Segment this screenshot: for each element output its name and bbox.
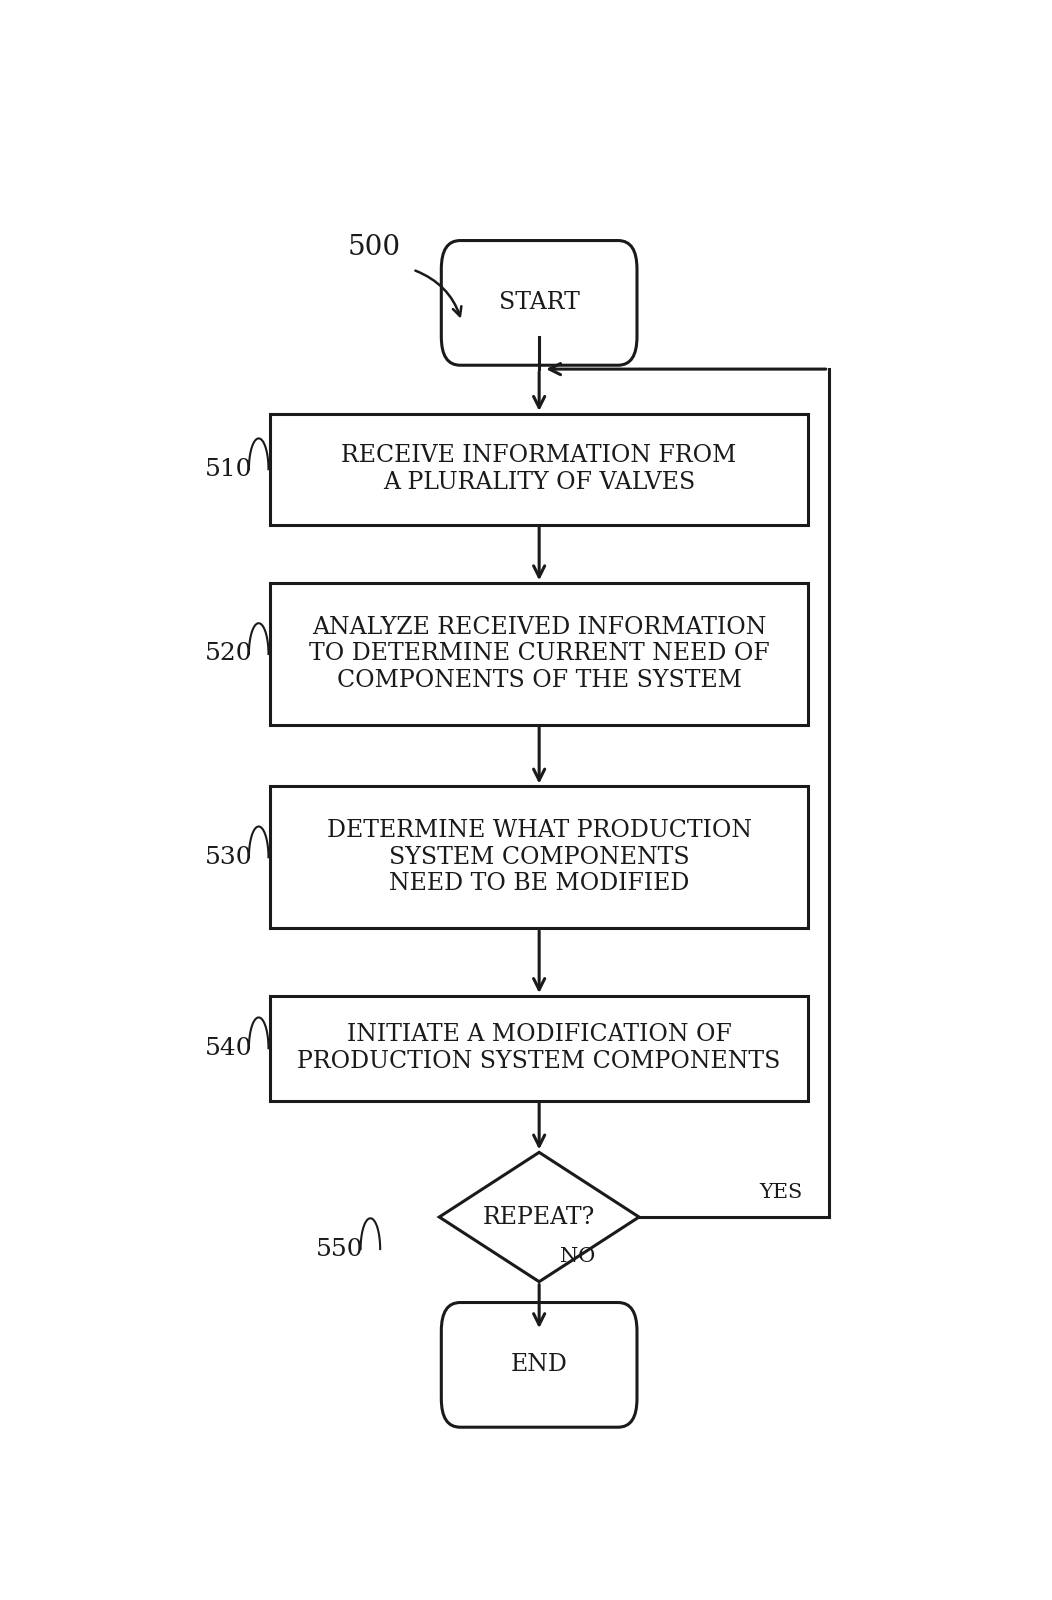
Text: 530: 530 xyxy=(204,846,252,869)
Text: END: END xyxy=(510,1354,568,1376)
Polygon shape xyxy=(440,1152,639,1282)
Text: 520: 520 xyxy=(204,643,252,666)
Bar xyxy=(270,582,808,725)
Text: 540: 540 xyxy=(204,1037,252,1059)
Text: ANALYZE RECEIVED INFORMATION
TO DETERMINE CURRENT NEED OF
COMPONENTS OF THE SYST: ANALYZE RECEIVED INFORMATION TO DETERMIN… xyxy=(309,616,769,693)
Text: 510: 510 xyxy=(205,458,252,480)
Text: INITIATE A MODIFICATION OF
PRODUCTION SYSTEM COMPONENTS: INITIATE A MODIFICATION OF PRODUCTION SY… xyxy=(298,1024,781,1074)
Text: REPEAT?: REPEAT? xyxy=(483,1205,595,1229)
FancyBboxPatch shape xyxy=(442,240,638,365)
Bar xyxy=(270,414,808,525)
Bar xyxy=(270,787,808,928)
Bar xyxy=(270,995,808,1101)
Text: NO: NO xyxy=(560,1246,594,1266)
Text: RECEIVE INFORMATION FROM
A PLURALITY OF VALVES: RECEIVE INFORMATION FROM A PLURALITY OF … xyxy=(342,445,736,494)
Text: DETERMINE WHAT PRODUCTION
SYSTEM COMPONENTS
NEED TO BE MODIFIED: DETERMINE WHAT PRODUCTION SYSTEM COMPONE… xyxy=(327,819,751,896)
Text: YES: YES xyxy=(760,1182,803,1202)
FancyBboxPatch shape xyxy=(442,1302,638,1427)
Text: 550: 550 xyxy=(317,1237,364,1261)
Text: 500: 500 xyxy=(347,234,401,261)
Text: START: START xyxy=(499,291,580,314)
